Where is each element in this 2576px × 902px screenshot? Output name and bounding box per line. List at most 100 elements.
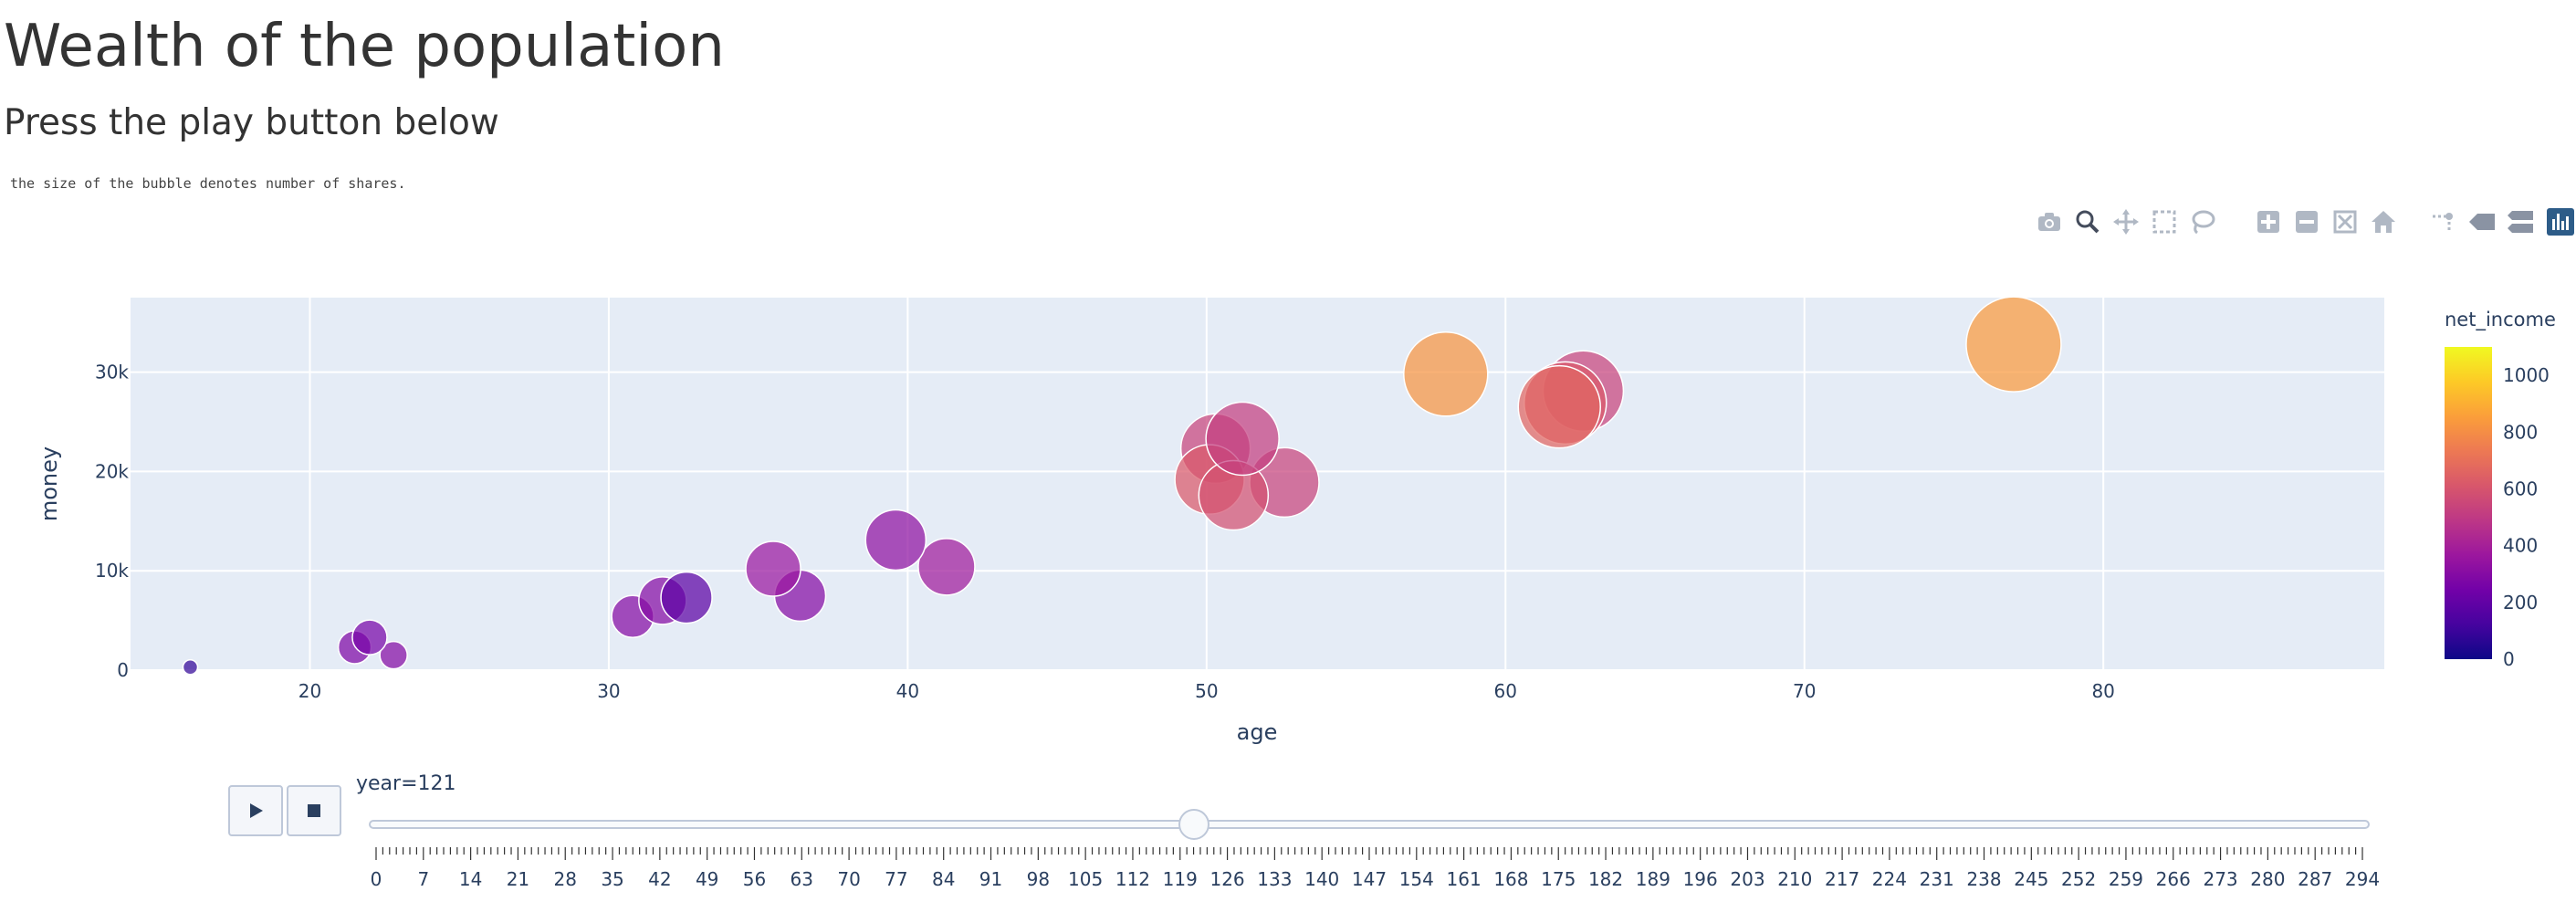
slider-tick-label: 21 [507, 868, 529, 890]
camera-icon[interactable] [2034, 206, 2065, 237]
slider-tick-label: 175 [1541, 868, 1576, 890]
colorbar-ticks: 0 200 400 600 800 1000 [2503, 364, 2550, 670]
slider-tick-label: 28 [554, 868, 577, 890]
slider-tick-label: 161 [1447, 868, 1482, 890]
spike-lines-icon[interactable] [2428, 206, 2459, 237]
slider-tick-label: 49 [696, 868, 718, 890]
x-tick-label: 30 [597, 680, 620, 702]
modebar [2034, 206, 2576, 241]
bubble [1403, 331, 1489, 417]
bubble [1205, 401, 1280, 477]
slider-tick-label: 14 [459, 868, 482, 890]
reset-axes-icon[interactable] [2368, 206, 2399, 237]
colorbar [2445, 347, 2492, 659]
page-note: the size of the bubble denotes number of… [10, 175, 406, 192]
bubble [917, 538, 976, 596]
slider-tick-label: 84 [932, 868, 955, 890]
play-icon [250, 803, 263, 818]
bubble-chart: 20 30 40 50 60 70 80 0 10k 20k 30k age money net_… [37, 296, 2556, 745]
x-tick-label: 70 [1793, 680, 1816, 702]
slider-tick-label: 273 [2203, 868, 2237, 890]
colorbar-tick-label: 0 [2503, 648, 2515, 670]
slider-tick-label: 252 [2061, 868, 2096, 890]
bubble [660, 571, 713, 624]
y-axis-title: money [37, 446, 62, 521]
slider-current-label: year=121 [356, 772, 456, 795]
year-slider-track[interactable] [369, 820, 2370, 829]
slider-ticks: 0 7 14 21 28 35 42 49 56 63 70 77 84 91 98 105 112 119 126… [371, 847, 2380, 890]
animation-controls: year=121 0 7 14 21 28 35 42 49 56 63 70 77 84 91 98 105… [0, 767, 2576, 902]
y-tick-label: 0 [117, 659, 129, 681]
slider-tick-label: 91 [979, 868, 1002, 890]
stop-icon [308, 804, 320, 817]
slider-tick-label: 35 [601, 868, 623, 890]
zoom-in-icon[interactable] [2253, 206, 2284, 237]
slider-tick-label: 70 [837, 868, 860, 890]
slider-tick-label: 147 [1352, 868, 1387, 890]
slider-tick-label: 98 [1027, 868, 1050, 890]
y-tick-label: 30k [95, 362, 129, 383]
zoom-icon[interactable] [2072, 206, 2103, 237]
slider-tick-label: 105 [1068, 868, 1103, 890]
bubble [1965, 296, 2062, 393]
plotly-logo-icon[interactable] [2545, 206, 2576, 237]
slider-tick-label: 210 [1777, 868, 1812, 890]
y-axis-ticks: 0 10k 20k 30k [95, 362, 129, 681]
slider-tick-label: 168 [1493, 868, 1528, 890]
zoom-out-icon[interactable] [2291, 206, 2322, 237]
bubbles [182, 296, 2062, 676]
slider-tick-label: 203 [1730, 868, 1764, 890]
slider-tick-label: 189 [1636, 868, 1670, 890]
slider-tick-label: 224 [1872, 868, 1907, 890]
slider-tick-label: 259 [2109, 868, 2143, 890]
bubble [182, 658, 199, 676]
x-tick-label: 50 [1195, 680, 1218, 702]
slider-tick-label: 217 [1825, 868, 1859, 890]
bubble [1517, 364, 1601, 449]
slider-tick-label: 182 [1588, 868, 1623, 890]
x-tick-label: 80 [2091, 680, 2114, 702]
year-slider-handle[interactable] [1178, 809, 1209, 840]
slider-tick-label: 77 [885, 868, 907, 890]
y-tick-label: 10k [95, 560, 129, 582]
lasso-select-icon[interactable] [2187, 206, 2218, 237]
pan-icon[interactable] [2110, 206, 2141, 237]
bubble [864, 509, 927, 572]
slider-tick-label: 56 [743, 868, 766, 890]
slider-tick-label: 245 [2014, 868, 2048, 890]
box-select-icon[interactable] [2149, 206, 2180, 237]
slider-tick-label: 112 [1115, 868, 1150, 890]
slider-tick-label: 266 [2156, 868, 2191, 890]
slider-tick-label: 294 [2345, 868, 2380, 890]
x-axis-ticks: 20 30 40 50 60 70 80 [298, 680, 2115, 702]
x-tick-label: 40 [896, 680, 919, 702]
bubble [351, 619, 388, 656]
slider-tick-label: 280 [2250, 868, 2285, 890]
slider-tick-label: 42 [648, 868, 671, 890]
autoscale-icon[interactable] [2330, 206, 2361, 237]
hover-compare-icon[interactable] [2505, 206, 2536, 237]
slider-tick-label: 196 [1683, 868, 1718, 890]
colorbar-tick-label: 400 [2503, 535, 2538, 557]
play-button[interactable] [228, 785, 283, 836]
slider-tick-label: 7 [417, 868, 429, 890]
slider-tick-label: 238 [1966, 868, 2001, 890]
hover-closest-icon[interactable] [2466, 206, 2497, 237]
slider-tick-label: 119 [1163, 868, 1198, 890]
y-tick-label: 20k [95, 460, 129, 482]
slider-tick-label: 63 [791, 868, 813, 890]
slider-tick-label: 287 [2298, 868, 2332, 890]
page-subtitle: Press the play button below [4, 102, 499, 143]
x-tick-label: 60 [1494, 680, 1517, 702]
page-title: Wealth of the population [4, 13, 725, 80]
colorbar-tick-label: 200 [2503, 592, 2538, 614]
x-axis-title: age [1237, 719, 1278, 745]
colorbar-tick-label: 600 [2503, 477, 2538, 499]
slider-tick-label: 133 [1257, 868, 1292, 890]
slider-tick-label: 126 [1209, 868, 1244, 890]
stop-button[interactable] [287, 785, 341, 836]
colorbar-tick-label: 800 [2503, 421, 2538, 443]
colorbar-title: net_income [2445, 309, 2556, 331]
slider-tick-label: 140 [1304, 868, 1339, 890]
slider-tick-label: 231 [1920, 868, 1954, 890]
